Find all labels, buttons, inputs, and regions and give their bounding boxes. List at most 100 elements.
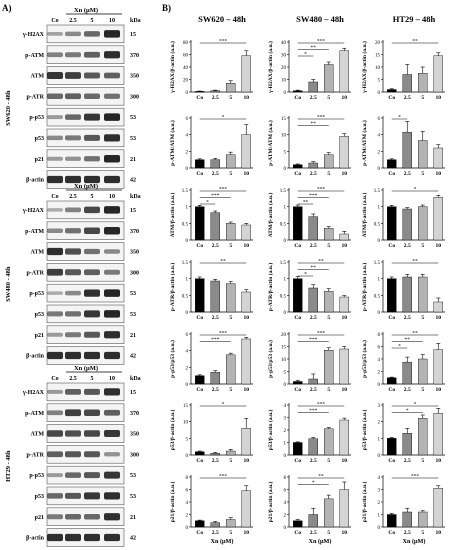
kda-value: 300 (130, 452, 139, 458)
protein-label: p53 (35, 494, 44, 500)
significance-mark: * (414, 186, 417, 192)
y-tick-label: 5 (284, 150, 287, 155)
x-tick-label: 5 (327, 171, 330, 177)
significance-mark: * (206, 199, 209, 205)
bar-chart: 0 5 10 15 p-ATM/ATM (a.u.) Co 2.5 5 10 ***** (267, 114, 351, 177)
x-tick-label: Co (388, 387, 395, 393)
blot-band (104, 226, 120, 235)
x-tick-label: Co (388, 95, 395, 101)
blot-band (47, 93, 63, 100)
bar (418, 511, 428, 528)
y-axis-label: p53/β-actin (a.u.) (267, 410, 274, 451)
bar (387, 377, 397, 385)
y-tick-label: 1.5 (280, 261, 287, 266)
y-axis-label: p-ATR/β-actin (a.u.) (361, 263, 368, 312)
significance-mark: *** (317, 401, 326, 407)
treatment-header: Xn (μM) (74, 365, 98, 372)
y-tick-label: 20 (375, 41, 381, 46)
x-tick-label: 10 (341, 387, 347, 393)
x-tick-label: Co (388, 458, 395, 464)
column-title: HT29 – 48h (393, 14, 436, 24)
kda-header: kDa (130, 376, 141, 382)
blot-band (47, 135, 63, 141)
bar (418, 206, 428, 241)
blot-band (104, 154, 120, 163)
y-tick-label: 6 (378, 346, 381, 351)
western-blot-panel: A) Xn (μM) Co 2.5 5 10 kDa γ-H2AX 15 p-ATM 370 ATM 3… (2, 3, 141, 547)
bar (241, 224, 251, 241)
x-tick-label: 10 (341, 171, 347, 177)
bar (387, 159, 397, 169)
blot-row: p-ATR 300 (26, 87, 139, 106)
significance-mark: *** (219, 186, 228, 192)
x-tick-label: 10 (341, 530, 347, 536)
blot-band (47, 493, 63, 499)
blot-band (47, 389, 63, 394)
lane-label: Co (51, 18, 58, 24)
y-tick-label: 20 (281, 333, 287, 338)
x-tick-label: 5 (327, 315, 330, 321)
bar (433, 413, 443, 456)
y-tick-label: 8 (186, 476, 189, 481)
bar (308, 287, 318, 313)
blot-row: ATM 350 (30, 424, 139, 443)
blot-row: β-actin 42 (26, 346, 136, 365)
blot-band (65, 93, 81, 100)
bar (308, 81, 318, 93)
y-tick-label: 5 (186, 437, 189, 442)
blot-band (47, 451, 63, 458)
bar (387, 438, 397, 456)
x-tick-label: 2.5 (310, 95, 317, 101)
bar (195, 91, 205, 93)
x-tick-label: Co (388, 171, 395, 177)
protein-label: γ-H2AX (22, 390, 45, 396)
x-tick-label: 2.5 (404, 458, 411, 464)
blot-band (104, 134, 120, 142)
treatment-header: Xn (μM) (74, 7, 98, 14)
y-axis-label: ATM/β-actin (a.u.) (267, 193, 274, 238)
bar-chart-panel: B)SW620 – 48h SW480 – 48h HT29 – 48h020406… (162, 3, 445, 545)
blot-band (47, 247, 63, 256)
x-tick-label: 5 (421, 243, 424, 249)
blot-band (65, 409, 81, 417)
x-tick-label: Co (196, 243, 203, 249)
protein-label: p53 (35, 136, 44, 142)
x-tick-label: 10 (243, 530, 249, 536)
y-tick-label: 8 (378, 333, 381, 338)
x-tick-label: 10 (243, 95, 249, 101)
y-tick-label: 1.5 (374, 189, 381, 194)
kda-value: 21 (130, 333, 136, 339)
blot-band (104, 513, 120, 521)
y-tick-label: 1.5 (182, 189, 189, 194)
bar (387, 89, 397, 93)
panel-a-label: A) (2, 3, 12, 13)
x-tick-label: 10 (435, 387, 441, 393)
x-tick-label: 5 (229, 171, 232, 177)
blot-band (104, 72, 120, 79)
blot-row: p-ATM 370 (25, 403, 139, 422)
blot-band (65, 31, 81, 37)
blot-row: p21 21 (35, 325, 136, 344)
kda-value: 21 (130, 157, 136, 163)
x-tick-label: 2.5 (310, 530, 317, 536)
y-tick-label: 4 (186, 134, 189, 139)
kda-value: 370 (130, 229, 139, 235)
significance-mark: *** (211, 337, 220, 343)
x-tick-label: 5 (229, 315, 232, 321)
x-tick-label: 2.5 (310, 387, 317, 393)
kda-value: 42 (130, 354, 136, 360)
bar (418, 276, 428, 313)
y-tick-label: 0 (284, 91, 287, 96)
x-tick-label: 2.5 (404, 95, 411, 101)
x-tick-label: 5 (327, 243, 330, 249)
protein-label: p-ATR (26, 452, 44, 458)
y-tick-label: 5 (378, 79, 381, 84)
x-tick-label: 5 (327, 95, 330, 101)
x-tick-label: Co (388, 530, 395, 536)
y-tick-label: 2 (378, 501, 381, 506)
y-tick-label: 6 (186, 489, 189, 494)
y-tick-label: 80 (183, 41, 189, 46)
bar (402, 276, 412, 313)
blot-band (84, 175, 100, 184)
bar (339, 489, 349, 528)
